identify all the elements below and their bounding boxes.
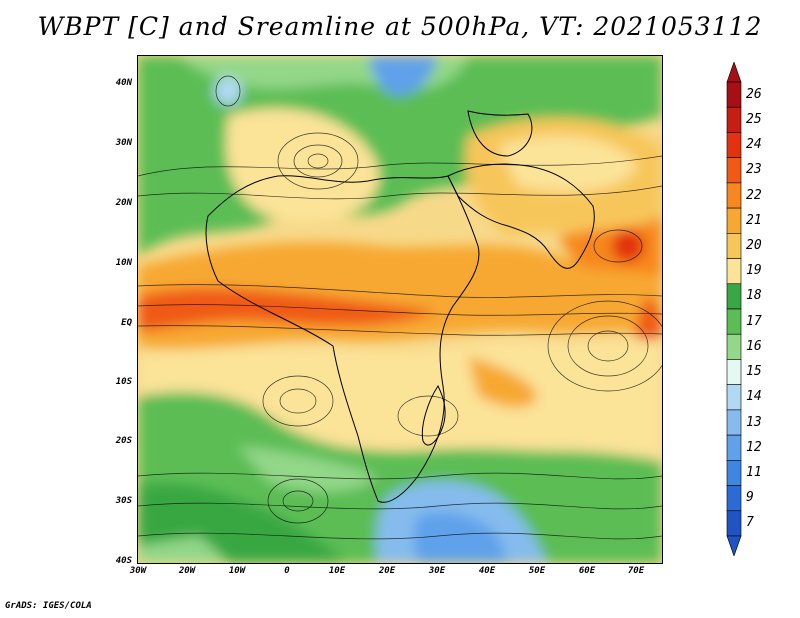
lon-label-0: 0	[284, 566, 290, 576]
lon-label-70e: 70E	[627, 566, 645, 576]
lat-label-20s: 20S	[115, 436, 132, 446]
colorbar-label: 19	[746, 263, 762, 279]
lon-label-20e: 20E	[378, 566, 396, 576]
colorbar-label: 26	[746, 86, 762, 102]
colorbar-segment	[726, 510, 742, 537]
lon-label-60e: 60E	[578, 566, 596, 576]
lon-label-50e: 50E	[528, 566, 546, 576]
colorbar-segment	[726, 434, 742, 461]
colorbar-label: 9	[746, 490, 754, 506]
colorbar-segment	[726, 283, 742, 310]
colorbar-label: 17	[746, 313, 762, 329]
colorbar-label: 21	[746, 212, 762, 228]
colorbar-label: 23	[746, 162, 762, 178]
colorbar-segments	[726, 62, 742, 556]
colorbar-segment	[726, 157, 742, 184]
lon-label-30w: 30W	[129, 566, 147, 576]
lat-label-30n: 30N	[115, 138, 132, 148]
colorbar-label: 24	[746, 137, 762, 153]
lat-label-30s: 30S	[115, 496, 132, 506]
lat-label-20n: 20N	[115, 198, 132, 208]
colorbar-segment	[726, 409, 742, 436]
lon-label-30e: 30E	[428, 566, 446, 576]
lon-label-10e: 10E	[328, 566, 346, 576]
colorbar-label: 16	[746, 338, 762, 354]
colorbar-segment	[726, 81, 742, 108]
colorbar-segment	[726, 333, 742, 360]
lat-label-40n: 40N	[115, 78, 132, 88]
colorbar-label: 11	[746, 464, 762, 480]
lat-label-eq: EQ	[121, 318, 132, 328]
colorbar-segment	[726, 384, 742, 411]
colorbar-segment	[726, 460, 742, 486]
colorbar-top-arrow	[726, 62, 742, 83]
colorbar-segment	[726, 485, 742, 512]
colorbar-segment	[726, 308, 742, 335]
lon-label-40e: 40E	[478, 566, 496, 576]
wbpt-streamline-map	[138, 56, 662, 563]
grads-credit: GrADS: IGES/COLA	[5, 601, 92, 611]
colorbar-label: 20	[746, 237, 762, 253]
colorbar-label: 15	[746, 364, 762, 380]
colorbar-label: 14	[746, 389, 762, 405]
lat-label-40s: 40S	[115, 556, 132, 566]
colorbar-segment	[726, 132, 742, 158]
colorbar-segment	[726, 182, 742, 209]
colorbar-segment	[726, 233, 742, 259]
colorbar-segment	[726, 106, 742, 133]
map-panel	[137, 55, 663, 564]
colorbar-label: 7	[746, 515, 754, 531]
streamlines	[138, 75, 662, 540]
colorbar-label: 12	[746, 439, 762, 455]
colorbar-segment	[726, 207, 742, 234]
colorbar-label: 25	[746, 111, 762, 127]
coastlines	[205, 110, 595, 503]
lon-label-20w: 20W	[178, 566, 196, 576]
colorbar-label: 22	[746, 187, 762, 203]
colorbar-segment	[726, 359, 742, 385]
wbpt-shading	[138, 56, 662, 563]
colorbar	[726, 62, 742, 556]
lat-label-10n: 10N	[115, 258, 132, 268]
map-title: WBPT [C] and Sreamline at 500hPa, VT: 20…	[37, 12, 763, 41]
colorbar-bottom-arrow	[726, 535, 742, 556]
lon-label-10w: 10W	[228, 566, 246, 576]
colorbar-label: 18	[746, 288, 762, 304]
colorbar-label: 13	[746, 414, 762, 430]
lat-label-10s: 10S	[115, 377, 132, 387]
colorbar-segment	[726, 258, 742, 285]
